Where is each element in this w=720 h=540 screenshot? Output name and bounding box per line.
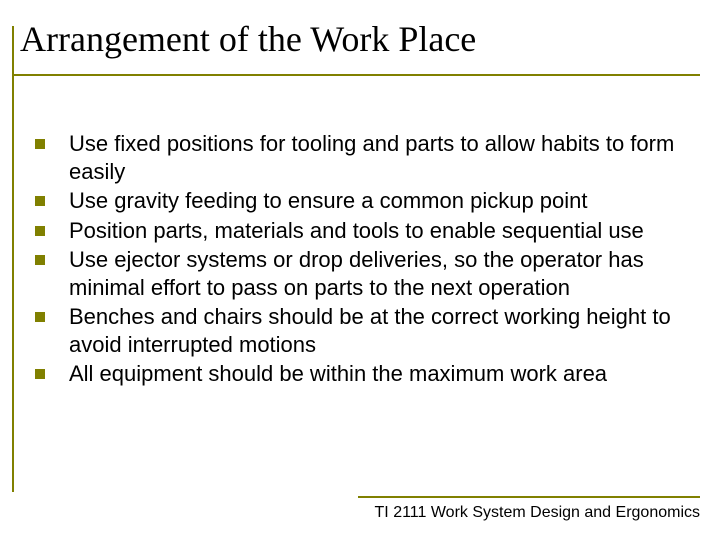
footer-text: TI 2111 Work System Design and Ergonomic… [375,504,700,522]
title-rule [12,74,700,76]
footer-rule [358,496,700,498]
content-area: Use fixed positions for tooling and part… [35,130,700,390]
bullet-icon [35,369,45,379]
list-item: All equipment should be within the maxim… [35,360,700,388]
bullet-icon [35,255,45,265]
bullet-icon [35,226,45,236]
list-item: Benches and chairs should be at the corr… [35,303,700,358]
list-item-text: Position parts, materials and tools to e… [69,217,644,245]
bullet-list: Use fixed positions for tooling and part… [35,130,700,388]
title-wrap: Arrangement of the Work Place [0,0,720,68]
left-rule [12,26,14,492]
list-item: Use gravity feeding to ensure a common p… [35,187,700,215]
slide-title: Arrangement of the Work Place [20,18,700,60]
list-item-text: Use fixed positions for tooling and part… [69,130,700,185]
list-item-text: Use gravity feeding to ensure a common p… [69,187,588,215]
list-item-text: All equipment should be within the maxim… [69,360,607,388]
list-item-text: Benches and chairs should be at the corr… [69,303,700,358]
list-item: Use ejector systems or drop deliveries, … [35,246,700,301]
bullet-icon [35,196,45,206]
list-item-text: Use ejector systems or drop deliveries, … [69,246,700,301]
list-item: Position parts, materials and tools to e… [35,217,700,245]
bullet-icon [35,312,45,322]
bullet-icon [35,139,45,149]
slide: Arrangement of the Work Place Use fixed … [0,0,720,540]
list-item: Use fixed positions for tooling and part… [35,130,700,185]
